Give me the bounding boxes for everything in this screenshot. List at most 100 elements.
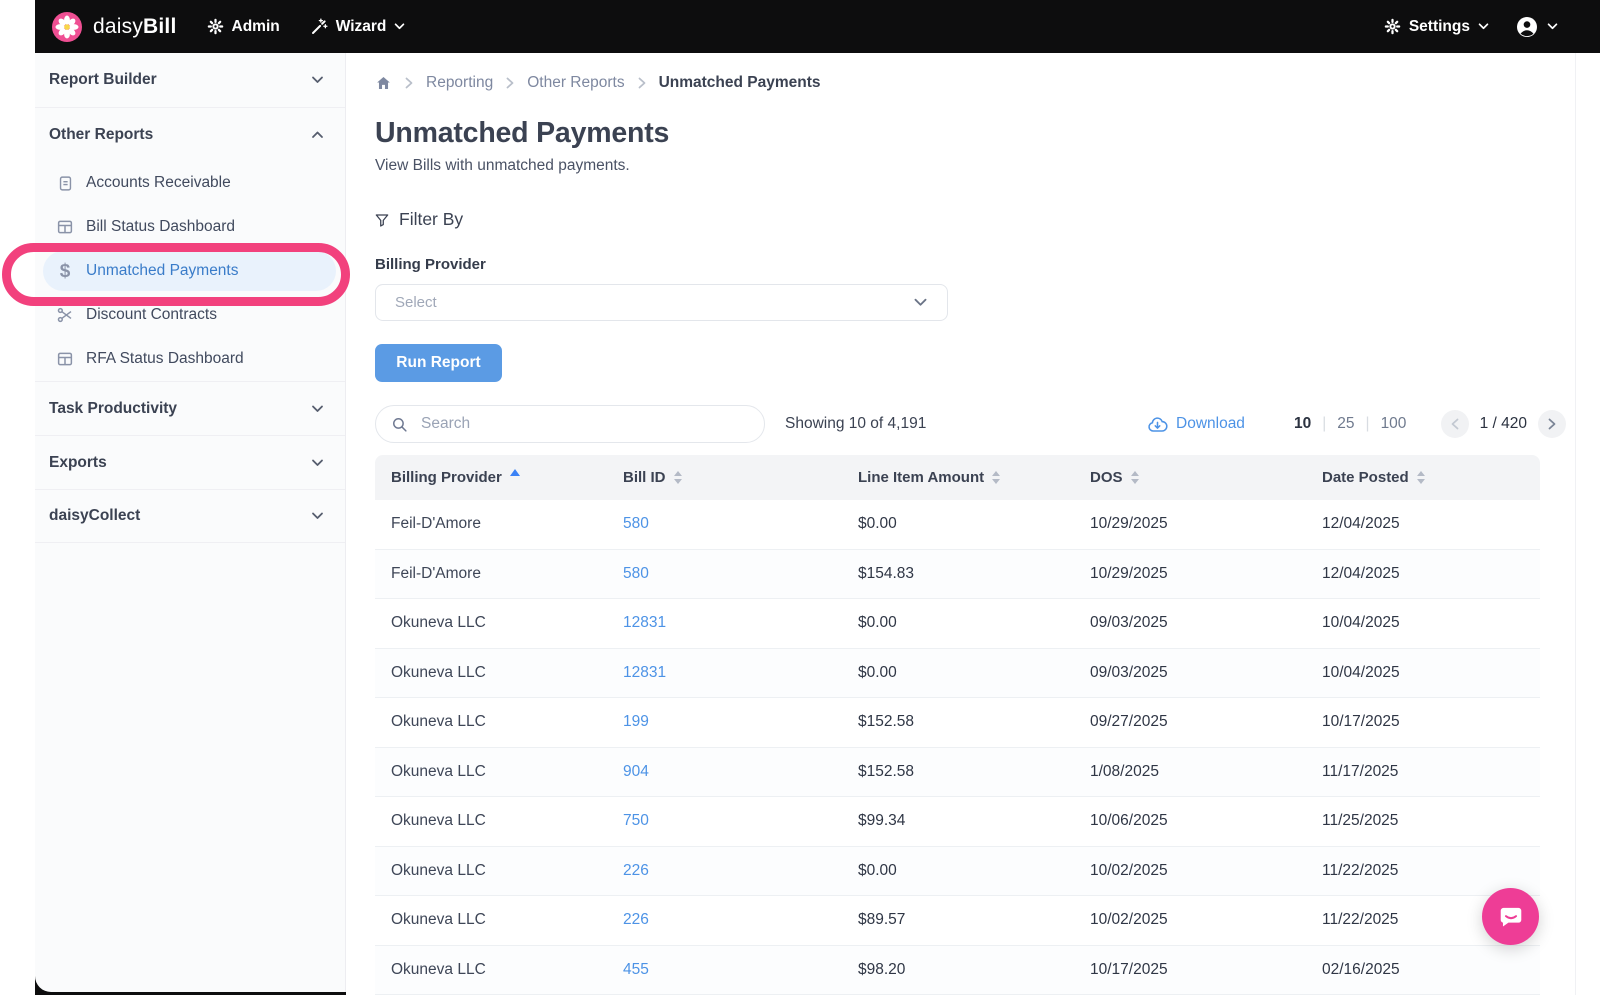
chevron-down-icon [311, 405, 324, 413]
column-header-date-posted[interactable]: Date Posted [1306, 469, 1540, 486]
breadcrumb: Reporting Other Reports Unmatched Paymen… [375, 70, 821, 96]
search-input[interactable] [419, 414, 749, 434]
sidebar-item-label: RFA Status Dashboard [86, 350, 244, 367]
filter-by-heading: Filter By [374, 209, 463, 230]
download-label: Download [1176, 415, 1245, 432]
table-row: Feil-D'Amore 580 $0.00 10/29/2025 12/04/… [375, 500, 1540, 550]
breadcrumb-other-reports[interactable]: Other Reports [527, 74, 625, 91]
home-icon[interactable] [375, 75, 392, 91]
bill-id-link[interactable]: 455 [623, 960, 649, 978]
cell-dos: 09/03/2025 [1090, 663, 1168, 681]
bill-id-link[interactable]: 226 [623, 911, 649, 929]
table-row: Okuneva LLC 12831 $0.00 09/03/2025 10/04… [375, 599, 1540, 649]
nav-admin[interactable]: Admin [207, 18, 280, 36]
sidebar-item-label: Accounts Receivable [86, 174, 231, 191]
sidebar-section-report-builder[interactable]: Report Builder [35, 53, 345, 107]
column-header-bill-id[interactable]: Bill ID [607, 469, 842, 486]
column-header-billing-provider[interactable]: Billing Provider [375, 469, 607, 486]
chevron-down-icon [394, 23, 405, 30]
cell-line-item-amount: $154.83 [858, 564, 915, 582]
nav-settings[interactable]: Settings [1384, 18, 1489, 36]
cloud-download-icon [1147, 415, 1168, 434]
sidebar-item-bill-status-dashboard[interactable]: Bill Status Dashboard [35, 205, 345, 249]
user-avatar-icon [1515, 15, 1539, 39]
nav-account-menu[interactable] [1515, 15, 1558, 39]
download-link[interactable]: Download [1147, 405, 1245, 443]
bill-id-link[interactable]: 750 [623, 812, 649, 830]
section-label: Task Productivity [49, 399, 178, 417]
chevron-right-icon [506, 77, 514, 89]
section-label: daisyCollect [49, 507, 141, 524]
table-row: Okuneva LLC 455 $98.20 10/17/2025 02/16/… [375, 945, 1540, 995]
cell-date-posted: 12/04/2025 [1322, 515, 1400, 533]
cell-date-posted: 12/04/2025 [1322, 564, 1400, 582]
cell-billing-provider: Okuneva LLC [391, 614, 486, 632]
billing-provider-select[interactable]: Select [375, 284, 948, 321]
chevron-down-icon [1547, 23, 1558, 30]
column-header-line-item-amount[interactable]: Line Item Amount [842, 469, 1074, 486]
sidebar-section-daisycollect[interactable]: daisyCollect [35, 489, 345, 543]
bill-id-link[interactable]: 904 [623, 762, 649, 780]
chevron-down-icon [913, 298, 928, 307]
chevron-down-icon [1478, 23, 1489, 30]
sidebar-item-rfa-status-dashboard[interactable]: RFA Status Dashboard [35, 337, 345, 381]
chevron-down-icon [311, 459, 324, 467]
sidebar-section-task-productivity[interactable]: Task Productivity [35, 381, 345, 435]
bill-id-link[interactable]: 199 [623, 713, 649, 731]
cell-line-item-amount: $0.00 [858, 861, 897, 879]
sidebar-item-accounts-receivable[interactable]: Accounts Receivable [35, 161, 345, 205]
page-size-100[interactable]: 100 [1380, 415, 1407, 432]
chevron-right-icon [638, 77, 646, 89]
bill-id-link[interactable]: 12831 [623, 663, 667, 681]
sidebar-section-other-reports[interactable]: Other Reports [35, 107, 345, 161]
next-page-button[interactable] [1538, 410, 1566, 438]
bill-id-link[interactable]: 12831 [623, 614, 667, 632]
sort-icon [1130, 471, 1139, 484]
sidebar-item-discount-contracts[interactable]: Discount Contracts [35, 293, 345, 337]
nav-wizard[interactable]: Wizard [310, 18, 406, 36]
sidebar-item-unmatched-payments[interactable]: $ Unmatched Payments [43, 251, 336, 291]
cell-billing-provider: Okuneva LLC [391, 812, 486, 830]
sidebar-items: Accounts Receivable Bill Status Dashboar… [35, 161, 345, 381]
bill-id-link[interactable]: 580 [623, 515, 649, 533]
cell-line-item-amount: $98.20 [858, 960, 906, 978]
sidebar-item-label: Unmatched Payments [86, 262, 239, 279]
bill-id-link[interactable]: 580 [623, 564, 649, 582]
previous-page-button[interactable] [1440, 410, 1469, 438]
chat-launcher-button[interactable] [1482, 888, 1539, 945]
table-row: Okuneva LLC 226 $0.00 10/02/2025 11/22/2… [375, 846, 1540, 896]
page-size-10[interactable]: 10 [1294, 415, 1312, 432]
daisybill-logo[interactable]: daisyBill [52, 11, 177, 42]
magic-wand-icon [310, 17, 328, 36]
bill-id-link[interactable]: 226 [623, 861, 649, 879]
breadcrumb-reporting[interactable]: Reporting [426, 74, 494, 91]
sort-icon [1416, 471, 1425, 484]
cell-line-item-amount: $0.00 [858, 663, 897, 681]
unmatched-payments-table: Billing Provider Bill ID Line Item Amoun… [375, 455, 1540, 995]
breadcrumb-current: Unmatched Payments [658, 74, 821, 91]
sort-ascending-icon [509, 469, 520, 476]
cell-line-item-amount: $152.58 [858, 762, 915, 780]
page-subtitle: View Bills with unmatched payments. [375, 157, 630, 174]
table-icon [56, 218, 74, 236]
table-header-row: Billing Provider Bill ID Line Item Amoun… [375, 455, 1540, 500]
section-label: Exports [49, 453, 107, 471]
page-size-25[interactable]: 25 [1337, 415, 1355, 432]
column-header-dos[interactable]: DOS [1074, 469, 1306, 486]
select-placeholder: Select [395, 294, 437, 311]
table-row: Okuneva LLC 904 $152.58 1/08/2025 11/17/… [375, 747, 1540, 797]
sidebar-section-exports[interactable]: Exports [35, 435, 345, 489]
nav-settings-label: Settings [1408, 17, 1470, 35]
run-report-button[interactable]: Run Report [375, 344, 502, 382]
main-content: Reporting Other Reports Unmatched Paymen… [347, 53, 1600, 995]
table-row: Okuneva LLC 199 $152.58 09/27/2025 10/17… [375, 698, 1540, 748]
cell-billing-provider: Okuneva LLC [391, 911, 486, 929]
cell-line-item-amount: $0.00 [858, 614, 897, 632]
cell-billing-provider: Feil-D'Amore [391, 515, 481, 533]
separator: | [1322, 415, 1327, 432]
cell-date-posted: 10/04/2025 [1322, 614, 1400, 632]
cell-billing-provider: Okuneva LLC [391, 663, 486, 681]
gear-icon [1384, 18, 1401, 35]
cell-dos: 09/27/2025 [1090, 713, 1168, 731]
cell-date-posted: 10/04/2025 [1322, 663, 1400, 681]
